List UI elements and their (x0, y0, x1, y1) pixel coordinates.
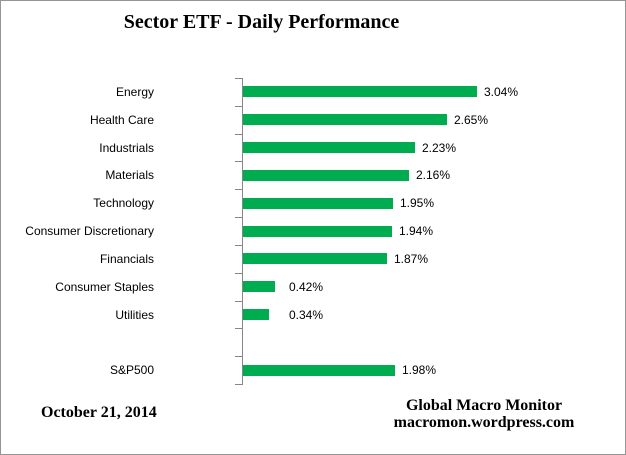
value-label: 0.34% (289, 308, 324, 322)
category-axis-line (242, 78, 243, 384)
axis-tick (235, 384, 243, 385)
bar (243, 226, 392, 237)
category-label: Materials (105, 168, 154, 182)
category-label: Utilities (115, 308, 154, 322)
value-label: 2.16% (416, 168, 451, 182)
value-label: 1.95% (400, 196, 435, 210)
category-label: S&P500 (109, 363, 154, 377)
attribution-url: macromon.wordpress.com (393, 414, 575, 431)
axis-tick (235, 328, 243, 329)
date-label: October 21, 2014 (41, 404, 157, 421)
bar (243, 253, 387, 264)
category-label: Consumer Staples (55, 280, 154, 294)
category-label: Technology (93, 196, 154, 210)
attribution-block: Global Macro Monitor macromon.wordpress.… (384, 397, 584, 431)
value-label: 2.65% (454, 113, 489, 127)
bar (243, 86, 477, 97)
value-label: 2.23% (422, 141, 457, 155)
chart-title: Sector ETF - Daily Performance (123, 11, 400, 33)
bar (243, 198, 393, 209)
bar (243, 365, 395, 376)
bar (243, 114, 447, 125)
bar (243, 281, 275, 292)
value-label: 1.87% (394, 252, 429, 266)
bar (243, 170, 409, 181)
category-label: Industrials (99, 141, 154, 155)
value-label: 1.94% (399, 224, 434, 238)
value-label: 3.04% (484, 85, 519, 99)
axis-tick (235, 161, 243, 162)
axis-tick (235, 245, 243, 246)
category-label: Consumer Discretionary (25, 224, 154, 238)
axis-tick (235, 106, 243, 107)
value-label: 0.42% (289, 280, 324, 294)
axis-tick (235, 273, 243, 274)
category-label: Energy (115, 85, 154, 99)
category-label: Financials (99, 252, 154, 266)
category-label: Health Care (89, 113, 154, 127)
axis-tick (235, 356, 243, 357)
value-label: 1.98% (402, 363, 437, 377)
axis-tick (235, 78, 243, 79)
axis-tick (235, 134, 243, 135)
axis-tick (235, 217, 243, 218)
attribution-source-name: Global Macro Monitor (405, 397, 563, 414)
bar (243, 142, 415, 153)
axis-tick (235, 189, 243, 190)
bar (243, 309, 269, 320)
axis-tick (235, 301, 243, 302)
